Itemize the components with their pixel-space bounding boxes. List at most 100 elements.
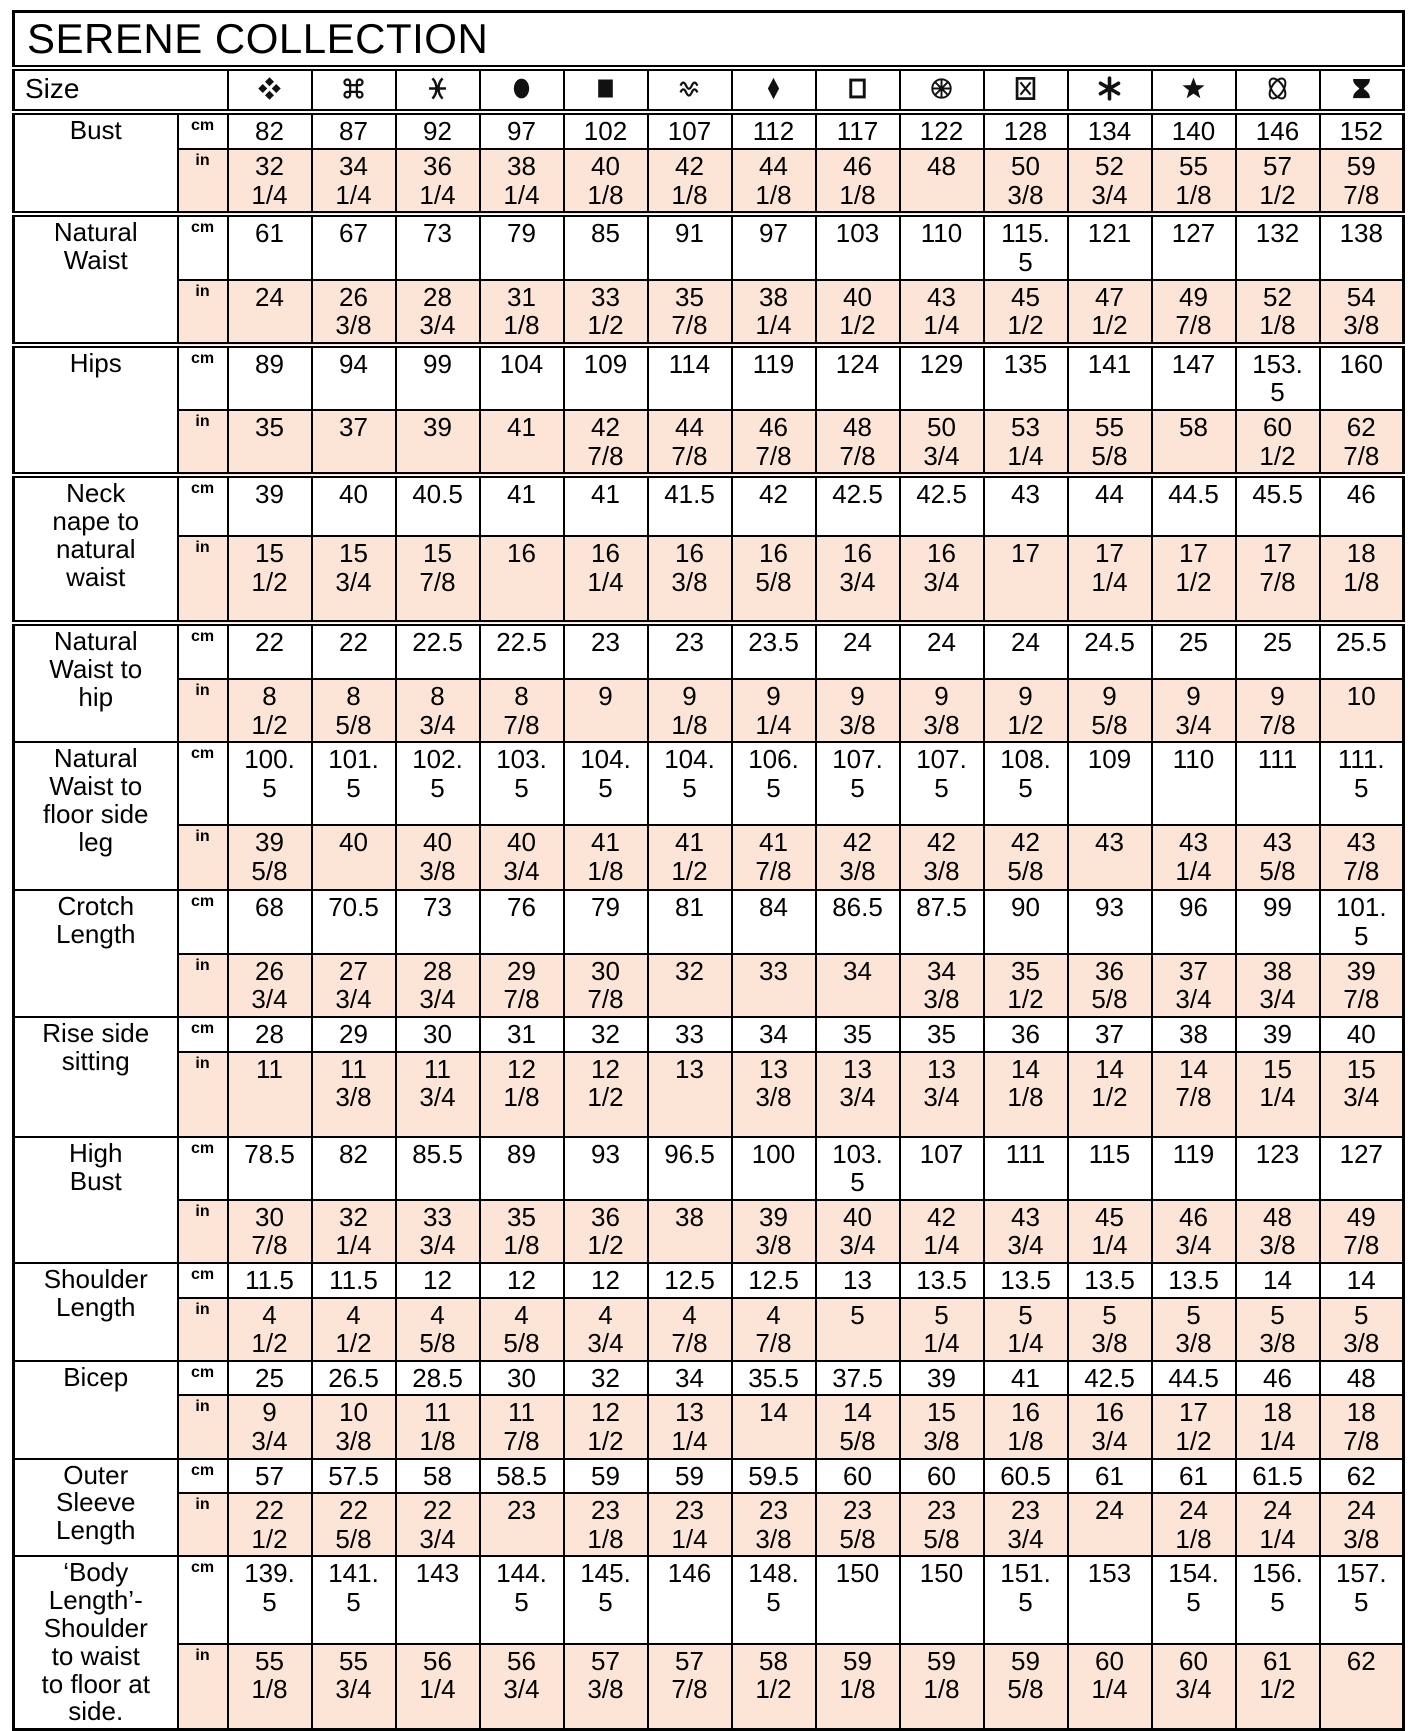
value-cell-cm: 148.5 — [730, 1555, 817, 1645]
value-cell-in: 23 1/4 — [646, 1492, 733, 1558]
unit-label-cm: cm — [176, 109, 229, 151]
value-cell-in: 48 — [898, 148, 985, 216]
unit-label-cm: cm — [176, 1262, 229, 1299]
value-cell-cm: 57 — [226, 1457, 313, 1495]
value-cell-cm: 22.5 — [394, 620, 481, 681]
value-cell-cm: 96 — [1150, 889, 1237, 955]
value-cell-in: 39 5/8 — [226, 824, 313, 892]
value-cell-in: 60 1/2 — [1234, 408, 1321, 477]
value-cell-cm: 100.5 — [226, 741, 313, 827]
value-cell-cm: 59.5 — [730, 1457, 817, 1495]
value-cell-in: 50 3/4 — [898, 408, 985, 477]
value-cell-cm: 135 — [982, 341, 1069, 411]
value-cell-cm: 57.5 — [310, 1457, 397, 1495]
value-cell-cm: 115.5 — [982, 211, 1069, 281]
value-cell-in: 13 3/4 — [814, 1050, 901, 1138]
value-cell-cm: 96.5 — [646, 1135, 733, 1201]
value-cell-cm: 25 — [1150, 620, 1237, 681]
value-cell-in: 42 3/8 — [898, 824, 985, 892]
measurement-label: Crotch Length — [12, 889, 179, 1018]
value-cell-cm: 128 — [982, 109, 1069, 151]
value-cell-in: 57 3/8 — [562, 1642, 649, 1731]
unit-label-in: in — [176, 408, 229, 477]
value-cell-cm: 25.5 — [1318, 620, 1405, 681]
value-cell-cm: 73 — [394, 889, 481, 955]
measurement-row-in: in 4 1/2 4 1/2 4 5/8 4 5/8 4 3/4 4 7/8 4 7/8 5 5 … — [14, 1296, 1405, 1362]
value-cell-cm: 42.5 — [814, 472, 901, 538]
value-cell-cm: 79 — [562, 889, 649, 955]
value-cell-in: 45 1/2 — [982, 278, 1069, 346]
value-cell-in: 18 1/8 — [1318, 535, 1405, 625]
value-cell-cm: 124 — [814, 341, 901, 411]
measurement-label: Rise side sitting — [12, 1015, 179, 1138]
value-cell-in: 16 5/8 — [730, 535, 817, 625]
value-cell-in: 40 — [310, 824, 397, 892]
value-cell-cm: 87.5 — [898, 889, 985, 955]
value-cell-in: 56 3/4 — [478, 1642, 565, 1731]
value-cell-in: 35 — [226, 408, 313, 477]
value-cell-in: 60 1/4 — [1066, 1642, 1153, 1731]
value-cell-in: 12 1/2 — [562, 1394, 649, 1460]
value-cell-cm: 37 — [1066, 1015, 1153, 1053]
value-cell-cm: 40 — [1318, 1015, 1405, 1053]
value-cell-cm: 39 — [226, 472, 313, 538]
size-chart-table: SERENE COLLECTION Size Bust cm 82 87 92 97 102… — [12, 10, 1406, 1731]
value-cell-cm: 151.5 — [982, 1555, 1069, 1645]
value-cell-in: 62 — [1318, 1642, 1405, 1731]
value-cell-in: 4 3/4 — [562, 1296, 649, 1362]
value-cell-in: 59 7/8 — [1318, 148, 1405, 216]
value-cell-in: 26 3/8 — [310, 278, 397, 346]
value-cell-cm: 152 — [1318, 109, 1405, 151]
value-cell-cm: 156.5 — [1234, 1555, 1321, 1645]
value-cell-cm: 114 — [646, 341, 733, 411]
page-title: SERENE COLLECTION — [12, 10, 1405, 70]
value-cell-cm: 13.5 — [1150, 1262, 1237, 1299]
unit-label-cm: cm — [176, 741, 229, 827]
measurement-row-in: in 22 1/2 22 5/8 22 3/4 23 23 1/8 23 1/4 23 3/8… — [14, 1492, 1405, 1558]
measurement-row-in: in 24 26 3/8 28 3/4 31 1/8 33 1/2 35 7/8 38 1/4… — [14, 278, 1405, 346]
asterisk-icon — [1066, 65, 1153, 116]
value-cell-in: 11 — [226, 1050, 313, 1138]
unit-label-in: in — [176, 1394, 229, 1460]
value-cell-cm: 31 — [478, 1015, 565, 1053]
value-cell-in: 17 7/8 — [1234, 535, 1321, 625]
measurement-label: Natural Waist to hip — [12, 620, 179, 744]
value-cell-in: 10 3/8 — [310, 1394, 397, 1460]
value-cell-cm: 94 — [310, 341, 397, 411]
value-cell-in: 5 1/4 — [898, 1296, 985, 1362]
value-cell-in: 28 3/4 — [394, 278, 481, 346]
value-cell-cm: 121 — [1066, 211, 1153, 281]
value-cell-cm: 36 — [982, 1015, 1069, 1053]
title-row: SERENE COLLECTION — [12, 10, 1405, 70]
value-cell-in: 61 1/2 — [1234, 1642, 1321, 1731]
value-cell-cm: 160 — [1318, 341, 1405, 411]
value-cell-cm: 35 — [814, 1015, 901, 1053]
unit-label-in: in — [176, 1198, 229, 1265]
value-cell-cm: 79 — [478, 211, 565, 281]
value-cell-cm: 109 — [562, 341, 649, 411]
unit-label-cm: cm — [176, 1015, 229, 1053]
value-cell-cm: 46 — [1234, 1359, 1321, 1397]
value-cell-in: 5 3/8 — [1150, 1296, 1237, 1362]
value-cell-in: 23 — [478, 1492, 565, 1558]
value-cell-cm: 38 — [1150, 1015, 1237, 1053]
pisces-icon — [394, 65, 481, 116]
value-cell-cm: 73 — [394, 211, 481, 281]
value-cell-in: 40 3/4 — [478, 824, 565, 892]
measurement-label: Bicep — [12, 1359, 179, 1460]
diamond-icon — [730, 65, 817, 116]
value-cell-in: 59 1/8 — [814, 1642, 901, 1731]
value-cell-cm: 35.5 — [730, 1359, 817, 1397]
oval-icon — [478, 65, 565, 116]
value-cell-cm: 109 — [1066, 741, 1153, 827]
value-cell-cm: 12 — [478, 1262, 565, 1299]
value-cell-cm: 42.5 — [898, 472, 985, 538]
measurement-label: Natural Waist — [12, 211, 179, 346]
value-cell-cm: 39 — [898, 1359, 985, 1397]
value-cell-cm: 42 — [730, 472, 817, 538]
value-cell-in: 14 7/8 — [1150, 1050, 1237, 1138]
value-cell-cm: 119 — [1150, 1135, 1237, 1201]
unit-label-in: in — [176, 1642, 229, 1731]
value-cell-in: 42 1/8 — [646, 148, 733, 216]
value-cell-in: 9 1/8 — [646, 678, 733, 744]
